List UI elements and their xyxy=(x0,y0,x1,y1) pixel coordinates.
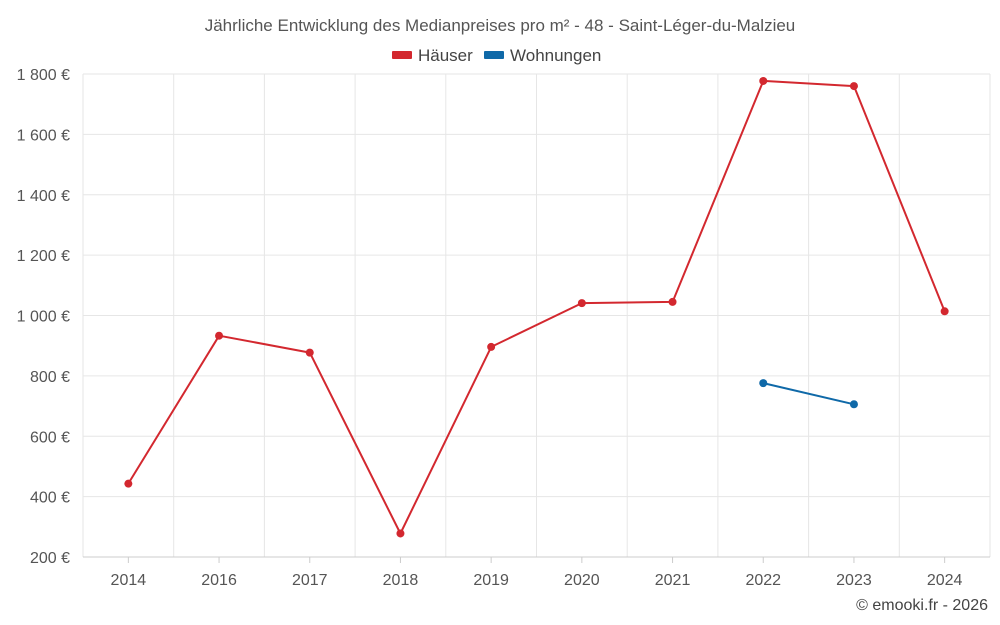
x-tick-label: 2014 xyxy=(111,572,147,589)
y-tick-label: 1 200 € xyxy=(17,248,70,265)
data-point-haeuser-2020[interactable] xyxy=(577,299,586,308)
y-tick-label: 800 € xyxy=(30,369,70,386)
series-layer xyxy=(124,76,949,538)
data-point-haeuser-2016[interactable] xyxy=(215,331,224,340)
x-tick-label: 2022 xyxy=(745,572,781,589)
data-point-haeuser-2018[interactable] xyxy=(396,529,405,538)
data-point-wohnungen-2023[interactable] xyxy=(849,400,858,409)
legend-label-wohnungen: Wohnungen xyxy=(510,46,601,65)
data-point-wohnungen-2022[interactable] xyxy=(759,379,768,388)
y-tick-label: 1 800 € xyxy=(17,67,70,84)
legend-label-haeuser: Häuser xyxy=(418,46,473,65)
chart-title: Jährliche Entwicklung des Medianpreises … xyxy=(205,16,796,35)
legend-item-wohnungen[interactable]: Wohnungen xyxy=(484,46,601,65)
y-tick-label: 1 600 € xyxy=(17,127,70,144)
legend-swatch-wohnungen xyxy=(484,51,504,59)
x-tick-label: 2023 xyxy=(836,572,872,589)
data-point-haeuser-2022[interactable] xyxy=(759,76,768,85)
y-tick-label: 200 € xyxy=(30,550,70,567)
credit-text: © emooki.fr - 2026 xyxy=(856,597,988,614)
data-point-haeuser-2021[interactable] xyxy=(668,297,677,306)
y-tick-label: 1 000 € xyxy=(17,309,70,326)
x-tick-label: 2021 xyxy=(655,572,691,589)
x-tick-label: 2017 xyxy=(292,572,328,589)
legend-item-haeuser[interactable]: Häuser xyxy=(392,46,473,65)
x-tick-label: 2019 xyxy=(473,572,509,589)
data-point-haeuser-2019[interactable] xyxy=(487,342,496,351)
series-haeuser xyxy=(124,76,949,538)
y-tick-label: 1 400 € xyxy=(17,188,70,205)
x-tick-label: 2016 xyxy=(201,572,237,589)
x-tick-label: 2024 xyxy=(927,572,963,589)
x-axis-ticks: 2014 2016 2017 2018 2019 2020 2021 2022 2023 2024 xyxy=(111,557,963,589)
data-point-haeuser-2014[interactable] xyxy=(124,479,133,488)
y-axis-ticks: 200 € 400 € 600 € 800 € 1 000 € 1 200 € 1 400 … xyxy=(17,67,70,567)
data-point-haeuser-2023[interactable] xyxy=(849,82,858,91)
data-point-haeuser-2024[interactable] xyxy=(940,307,949,316)
legend: Häuser Wohnungen xyxy=(392,46,601,65)
y-tick-label: 400 € xyxy=(30,490,70,507)
x-tick-label: 2018 xyxy=(383,572,419,589)
data-point-haeuser-2017[interactable] xyxy=(305,348,314,357)
legend-swatch-haeuser xyxy=(392,51,412,59)
series-line-wohnungen xyxy=(763,382,855,406)
x-gridlines xyxy=(82,74,991,557)
y-tick-label: 600 € xyxy=(30,429,70,446)
series-line-haeuser xyxy=(127,79,946,535)
series-wohnungen xyxy=(759,379,858,409)
x-tick-label: 2020 xyxy=(564,572,600,589)
